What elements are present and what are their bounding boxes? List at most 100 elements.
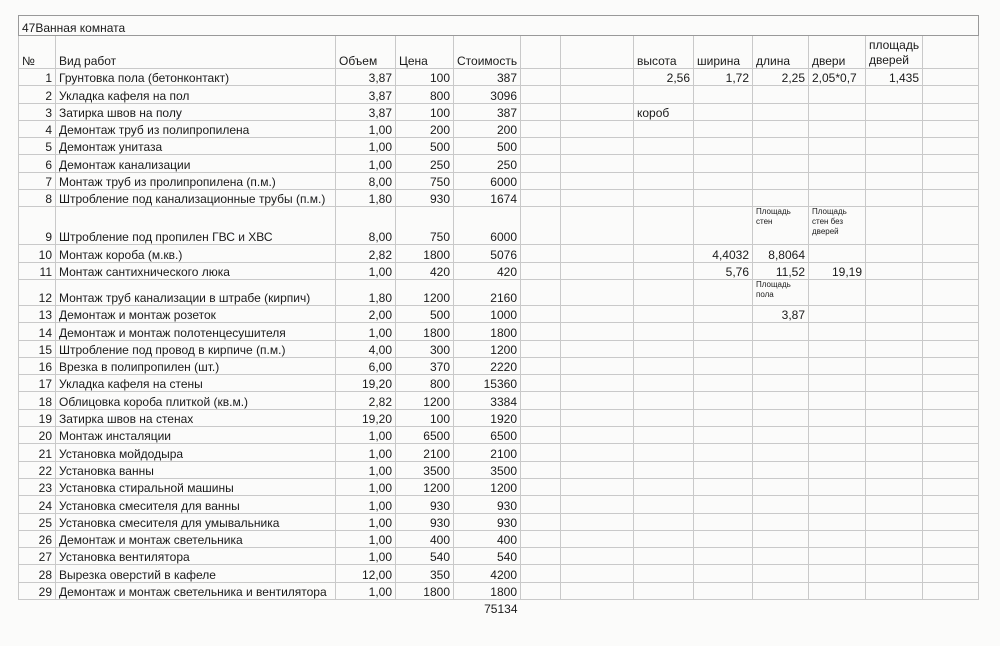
table-row: 26 Демонтаж и монтаж светельника 1,00 400 40… (18, 529, 980, 549)
empty-cell (19, 600, 56, 617)
cell-work: Установка смесителя для ванны (55, 495, 336, 514)
cell-volume: 1,00 (335, 443, 396, 462)
empty-cell (865, 339, 923, 358)
empty-cell (520, 547, 561, 566)
empty-cell (560, 529, 634, 549)
empty-cell (808, 85, 866, 104)
empty-cell (693, 460, 753, 479)
empty-cell (520, 102, 561, 121)
cell-volume: 3,87 (335, 102, 396, 121)
table-row: 20 Монтаж инсталяции 1,00 6500 6500 (18, 426, 980, 445)
empty-cell (520, 529, 561, 549)
empty-cell (865, 512, 923, 531)
empty-cell (633, 244, 694, 263)
empty-cell (808, 244, 866, 263)
header-work: Вид работ (55, 35, 336, 69)
empty-cell (633, 339, 694, 358)
header-cost: Стоимость (453, 35, 521, 69)
empty-cell (921, 547, 980, 566)
empty-cell (560, 408, 634, 428)
empty-cell (752, 137, 809, 156)
cell-cost: 2100 (453, 443, 521, 462)
empty-cell (560, 171, 634, 191)
table-row: 28 Вырезка оверстий в кафеле 12,00 350 4200 (18, 564, 980, 583)
empty-cell (633, 261, 694, 280)
cell-volume: 1,80 (335, 278, 396, 306)
cell-work: Монтаж инсталяции (55, 426, 336, 445)
cell-volume: 1,00 (335, 581, 396, 601)
empty-cell (921, 564, 980, 583)
empty-cell (921, 261, 980, 280)
empty-cell (808, 443, 866, 462)
table-row: 3 Затирка швов на полу 3,87 100 387 короб (18, 102, 980, 121)
cell-n: 23 (18, 477, 56, 497)
header-price: Цена (395, 35, 454, 69)
cell-n: 2 (18, 85, 56, 104)
cell-cost: 2220 (453, 356, 521, 376)
empty-cell (865, 119, 923, 139)
cell-n: 16 (18, 356, 56, 376)
cell-n: 1 (18, 67, 56, 87)
cell-n: 29 (18, 581, 56, 601)
cell-price: 1800 (395, 581, 454, 601)
cell-work: Укладка кафеля на стены (55, 374, 336, 393)
cell-n: 4 (18, 119, 56, 139)
empty-cell (520, 339, 561, 358)
empty-cell (752, 477, 809, 497)
empty-cell (560, 304, 634, 324)
cell-volume: 12,00 (335, 564, 396, 583)
empty-cell (808, 547, 866, 566)
cell-price: 100 (395, 102, 454, 121)
cell-volume: 1,00 (335, 137, 396, 156)
cell-work: Облицовка короба плиткой (кв.м.) (55, 391, 336, 410)
cell-cost: 3384 (453, 391, 521, 410)
cell-volume: 19,20 (335, 408, 396, 428)
empty-cell (865, 102, 923, 121)
empty-cell (865, 391, 923, 410)
empty-cell (921, 85, 980, 104)
cell-n: 9 (18, 206, 56, 246)
cell-volume: 4,00 (335, 339, 396, 358)
empty-cell (520, 35, 561, 69)
cell-n: 5 (18, 137, 56, 156)
empty-cell (520, 391, 561, 410)
cell-n: 19 (18, 408, 56, 428)
header-volume: Объем (335, 35, 396, 69)
table-row: 1 Грунтовка пола (бетонконтакт) 3,87 100 387… (18, 67, 980, 87)
cell-work: Затирка швов на полу (55, 102, 336, 121)
cell-work: Вырезка оверстий в кафеле (55, 564, 336, 583)
empty-cell (560, 339, 634, 358)
empty-cell (693, 356, 753, 376)
empty-cell (520, 261, 561, 280)
table-row: 25 Установка смесителя для умывальника 1,0… (18, 512, 980, 531)
cell-volume: 1,00 (335, 512, 396, 531)
empty-cell (865, 443, 923, 462)
empty-cell (694, 600, 753, 617)
cell-cost: 1000 (453, 304, 521, 324)
cell-n: 25 (18, 512, 56, 531)
empty-cell (520, 189, 561, 208)
empty-cell (693, 119, 753, 139)
cell-cost: 2160 (453, 278, 521, 306)
cell-volume: 1,00 (335, 477, 396, 497)
header-width: ширина (693, 35, 753, 69)
empty-cell (560, 391, 634, 410)
empty-cell (520, 564, 561, 583)
cell-volume: 1,00 (335, 529, 396, 549)
cell-length: 3,87 (752, 304, 809, 324)
cell-work: Монтаж труб канализации в штрабе (кирпич… (55, 278, 336, 306)
empty-cell (520, 119, 561, 139)
empty-cell (633, 356, 694, 376)
cell-price: 100 (395, 408, 454, 428)
cell-cost: 4200 (453, 564, 521, 583)
empty-cell (633, 137, 694, 156)
empty-cell (560, 206, 634, 246)
cell-work: Установка вентилятора (55, 547, 336, 566)
cell-height: 2,56 (633, 67, 694, 87)
empty-cell (560, 102, 634, 121)
cell-work: Монтаж короба (м.кв.) (55, 244, 336, 263)
cell-n: 18 (18, 391, 56, 410)
empty-cell (865, 408, 923, 428)
empty-cell (560, 460, 634, 479)
empty-cell (693, 581, 753, 601)
